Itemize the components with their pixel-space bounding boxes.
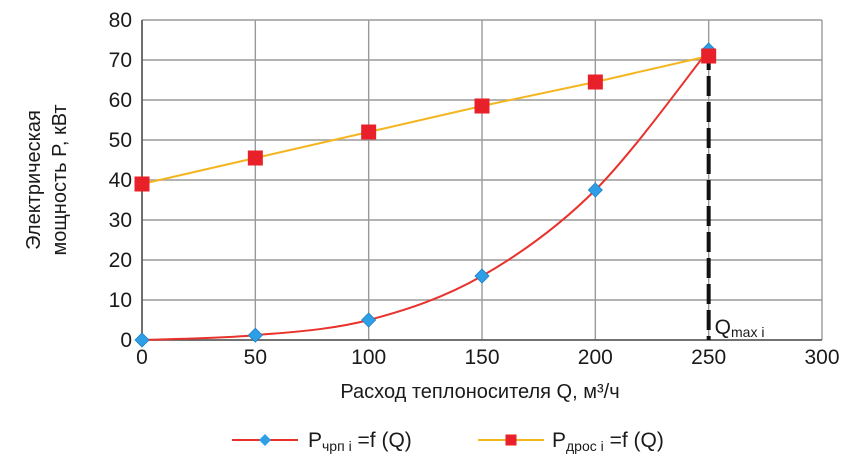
- y-tick-label: 40: [109, 169, 132, 192]
- legend-label-2: Pдрос i =f (Q): [552, 429, 664, 454]
- x-tick-label: 250: [691, 346, 726, 369]
- grid: [141, 19, 823, 341]
- y-tick-label: 50: [109, 129, 132, 152]
- series-line-1: [141, 49, 710, 341]
- data-point-series-1: [587, 182, 603, 198]
- legend-marker-1: [259, 434, 271, 446]
- data-point-series-1: [134, 332, 150, 348]
- y-tick-label: 80: [109, 9, 132, 32]
- tick-labels: 0 50 100 150 200 250 300 0 10 20 30 40 50 60 70 80: [109, 9, 840, 369]
- data-point-series-2: [587, 74, 603, 90]
- data-point-series-2: [361, 124, 377, 140]
- plot-area: Qmax i: [134, 42, 765, 348]
- data-point-series-2: [247, 150, 263, 166]
- x-tick-label: 50: [244, 346, 267, 369]
- data-point-series-2: [701, 48, 717, 64]
- data-point-series-1: [361, 312, 377, 328]
- y-tick-label: 30: [109, 209, 132, 232]
- data-point-series-1: [474, 268, 490, 284]
- x-tick-label: 200: [578, 346, 613, 369]
- qmax-annotation: Qmax i: [715, 316, 765, 340]
- x-tick-label: 0: [136, 346, 148, 369]
- series-line-2: [141, 55, 709, 185]
- legend: Pчрп i =f (Q) Pдрос i =f (Q): [232, 429, 664, 454]
- axis-labels: Расход теплоносителя Q, м³/ч Электрическ…: [23, 104, 620, 403]
- data-point-series-1: [247, 327, 263, 343]
- y-axis-label-line2: мощность P, кВт: [49, 104, 71, 255]
- x-tick-label: 150: [464, 346, 499, 369]
- x-axis-label: Расход теплоносителя Q, м³/ч: [340, 381, 619, 403]
- y-tick-label: 0: [120, 329, 132, 352]
- x-tick-label: 300: [804, 346, 839, 369]
- x-tick-label: 100: [351, 346, 386, 369]
- y-axis-label-line1: Электрическая: [23, 110, 45, 250]
- y-tick-label: 10: [109, 289, 132, 312]
- y-tick-label: 60: [109, 89, 132, 112]
- y-tick-label: 20: [109, 249, 132, 272]
- y-tick-label: 70: [109, 49, 132, 72]
- legend-marker-2: [505, 434, 517, 446]
- data-point-series-2: [134, 176, 150, 192]
- data-point-series-2: [474, 98, 490, 114]
- legend-label-1: Pчрп i =f (Q): [308, 429, 412, 454]
